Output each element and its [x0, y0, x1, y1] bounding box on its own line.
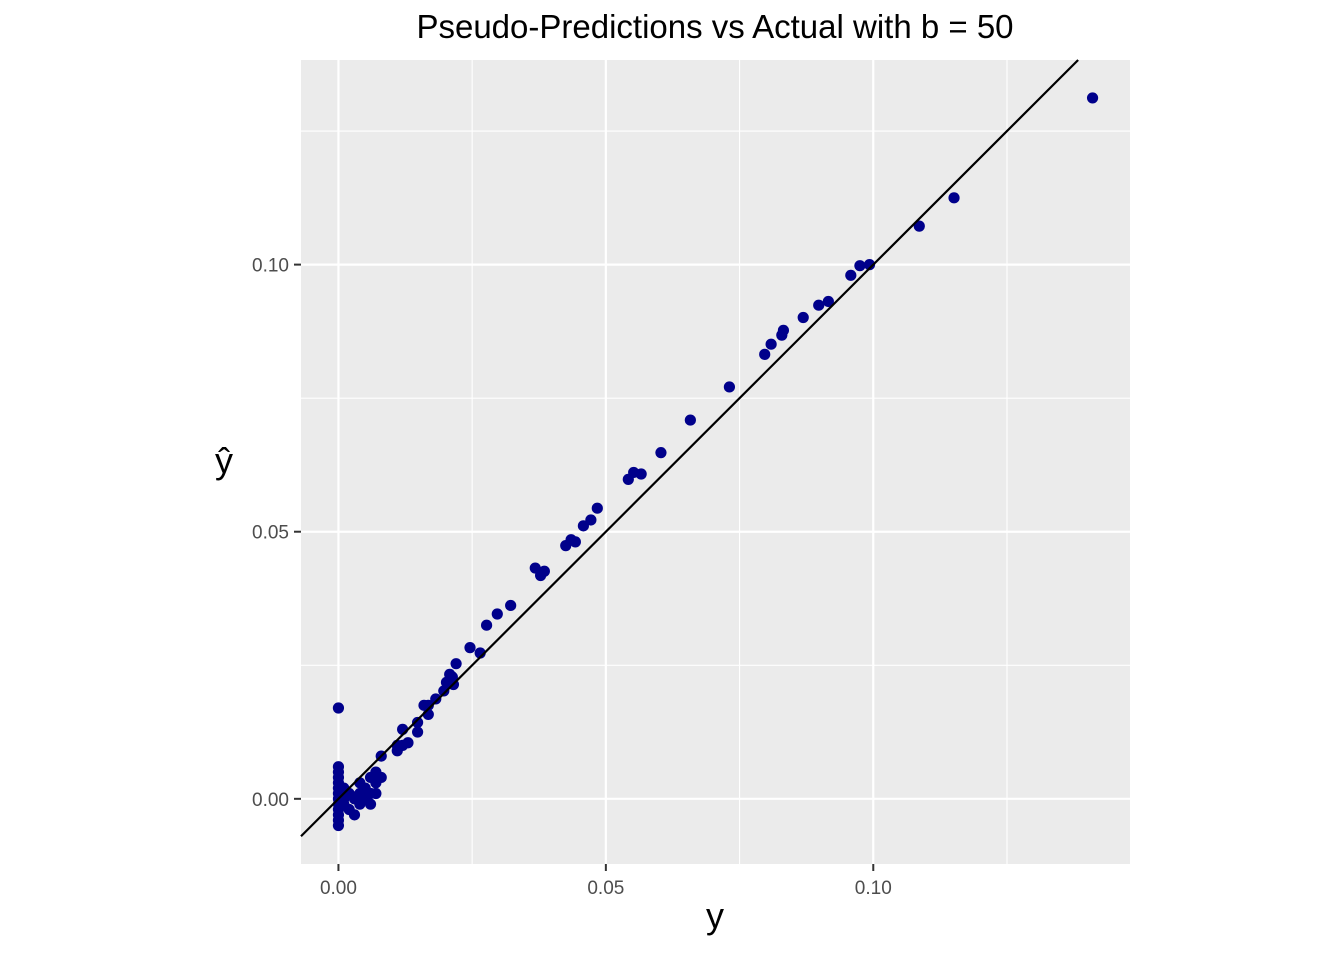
data-point [1086, 92, 1099, 104]
minor-gridlines [301, 60, 1130, 864]
data-point [635, 468, 647, 480]
x-tick-label: 0.10 [855, 878, 892, 899]
data-point [591, 502, 603, 514]
data-point [411, 726, 424, 738]
data-points [332, 92, 1099, 832]
data-point [438, 685, 450, 697]
data-point [364, 798, 377, 810]
data-point [538, 565, 550, 577]
data-point [402, 737, 414, 749]
y-axis: 0.00 0.05 0.10 [252, 256, 301, 811]
data-point [723, 381, 736, 393]
data-point [854, 260, 866, 272]
data-point [491, 608, 503, 620]
data-point [411, 716, 424, 729]
plot-panel [301, 60, 1130, 864]
data-point [569, 536, 581, 548]
data-point [777, 324, 790, 336]
identity-reference-line [300, 59, 1079, 837]
data-point [332, 819, 345, 832]
data-point [765, 338, 777, 350]
data-point [655, 447, 667, 459]
data-point [464, 642, 476, 654]
data-point [332, 702, 345, 714]
data-point [813, 299, 825, 311]
x-axis: 0.00 0.05 0.10 [320, 864, 892, 899]
y-tick-label: 0.00 [252, 790, 289, 811]
data-point [422, 699, 434, 711]
data-point [948, 192, 960, 204]
data-point [450, 658, 462, 670]
data-point [375, 771, 387, 784]
data-point [505, 599, 517, 612]
data-point [797, 311, 809, 324]
x-tick-label: 0.05 [587, 878, 624, 899]
major-gridlines [301, 60, 1130, 864]
data-point [370, 787, 382, 800]
data-point [845, 269, 857, 281]
data-point [863, 259, 876, 271]
x-tick-label: 0.00 [320, 878, 357, 899]
chart-title: Pseudo-Predictions vs Actual with b = 50 [416, 8, 1013, 45]
y-axis-title: ŷ [215, 440, 233, 481]
x-axis-title: y [706, 895, 724, 936]
data-point [684, 414, 696, 426]
data-point [822, 295, 834, 308]
data-point [480, 619, 493, 631]
data-point [348, 809, 361, 821]
y-tick-label: 0.05 [252, 523, 289, 544]
data-point [577, 520, 589, 532]
y-tick-label: 0.10 [252, 256, 289, 277]
data-point [759, 348, 771, 360]
data-point [430, 693, 442, 705]
data-point [913, 220, 925, 232]
data-point [585, 514, 597, 526]
